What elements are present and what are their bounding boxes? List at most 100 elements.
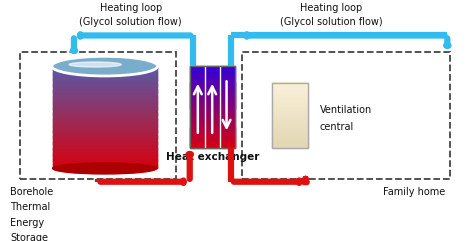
Polygon shape	[53, 164, 156, 165]
Ellipse shape	[53, 163, 156, 174]
Bar	[273, 82, 308, 148]
Polygon shape	[273, 94, 308, 96]
Polygon shape	[273, 130, 308, 132]
Polygon shape	[53, 128, 156, 129]
Polygon shape	[190, 85, 235, 87]
Polygon shape	[273, 92, 308, 94]
Polygon shape	[190, 67, 235, 69]
Polygon shape	[53, 106, 156, 107]
Polygon shape	[190, 129, 235, 131]
Polygon shape	[273, 95, 308, 97]
Polygon shape	[273, 136, 308, 138]
Text: Ventilation: Ventilation	[319, 105, 372, 115]
Polygon shape	[53, 126, 156, 127]
Polygon shape	[53, 118, 156, 120]
Polygon shape	[53, 158, 156, 160]
Polygon shape	[53, 66, 156, 68]
Polygon shape	[190, 108, 235, 110]
Polygon shape	[53, 156, 156, 157]
Polygon shape	[53, 102, 156, 104]
Polygon shape	[53, 142, 156, 144]
Polygon shape	[53, 139, 156, 140]
Polygon shape	[53, 105, 156, 106]
Polygon shape	[53, 143, 156, 145]
Polygon shape	[53, 146, 156, 147]
Polygon shape	[53, 138, 156, 140]
Polygon shape	[190, 78, 235, 80]
Polygon shape	[190, 127, 235, 128]
Polygon shape	[53, 112, 156, 114]
Polygon shape	[273, 127, 308, 128]
Polygon shape	[190, 102, 235, 104]
Polygon shape	[273, 86, 308, 88]
Polygon shape	[53, 144, 156, 145]
Polygon shape	[53, 113, 156, 115]
Polygon shape	[190, 142, 235, 144]
Polygon shape	[53, 165, 156, 167]
Polygon shape	[273, 100, 308, 102]
Polygon shape	[53, 115, 156, 116]
Polygon shape	[53, 82, 156, 83]
Polygon shape	[273, 129, 308, 131]
Polygon shape	[53, 112, 156, 113]
Polygon shape	[53, 116, 156, 117]
Polygon shape	[53, 122, 156, 123]
Bar	[19, 52, 175, 179]
Polygon shape	[273, 104, 308, 106]
Polygon shape	[53, 154, 156, 156]
Polygon shape	[190, 92, 235, 94]
Polygon shape	[273, 138, 308, 140]
Polygon shape	[53, 163, 156, 164]
Polygon shape	[53, 147, 156, 148]
Polygon shape	[53, 76, 156, 77]
Polygon shape	[53, 71, 156, 72]
Polygon shape	[53, 111, 156, 112]
Polygon shape	[190, 122, 235, 123]
Polygon shape	[190, 103, 235, 105]
Polygon shape	[190, 87, 235, 89]
Polygon shape	[190, 79, 235, 80]
Polygon shape	[190, 120, 235, 121]
Polygon shape	[53, 66, 156, 67]
Polygon shape	[190, 133, 235, 135]
Bar	[242, 52, 450, 179]
Polygon shape	[53, 149, 156, 151]
Polygon shape	[53, 135, 156, 137]
Polygon shape	[53, 132, 156, 134]
Polygon shape	[190, 138, 235, 140]
Polygon shape	[190, 135, 235, 137]
Polygon shape	[273, 103, 308, 105]
Polygon shape	[53, 157, 156, 158]
Polygon shape	[273, 133, 308, 135]
Polygon shape	[53, 77, 156, 79]
Polygon shape	[273, 146, 308, 148]
Polygon shape	[53, 87, 156, 88]
Polygon shape	[53, 84, 156, 86]
Polygon shape	[53, 123, 156, 125]
Polygon shape	[53, 97, 156, 99]
Polygon shape	[273, 125, 308, 127]
Polygon shape	[273, 106, 308, 107]
Polygon shape	[190, 121, 235, 122]
Polygon shape	[53, 121, 156, 122]
Polygon shape	[53, 80, 156, 81]
Polygon shape	[273, 117, 308, 119]
Polygon shape	[273, 115, 308, 117]
Polygon shape	[273, 109, 308, 111]
Polygon shape	[53, 123, 156, 124]
Polygon shape	[190, 104, 235, 106]
Text: Heating loop: Heating loop	[100, 3, 162, 13]
Polygon shape	[53, 73, 156, 75]
Polygon shape	[53, 131, 156, 133]
Polygon shape	[53, 100, 156, 102]
Polygon shape	[190, 123, 235, 124]
Polygon shape	[53, 125, 156, 127]
Polygon shape	[53, 129, 156, 131]
Polygon shape	[53, 67, 156, 69]
Polygon shape	[53, 79, 156, 81]
Text: (Glycol solution flow): (Glycol solution flow)	[79, 17, 182, 27]
Text: central: central	[319, 122, 354, 132]
Polygon shape	[53, 70, 156, 71]
Polygon shape	[190, 90, 235, 92]
Polygon shape	[53, 69, 156, 70]
